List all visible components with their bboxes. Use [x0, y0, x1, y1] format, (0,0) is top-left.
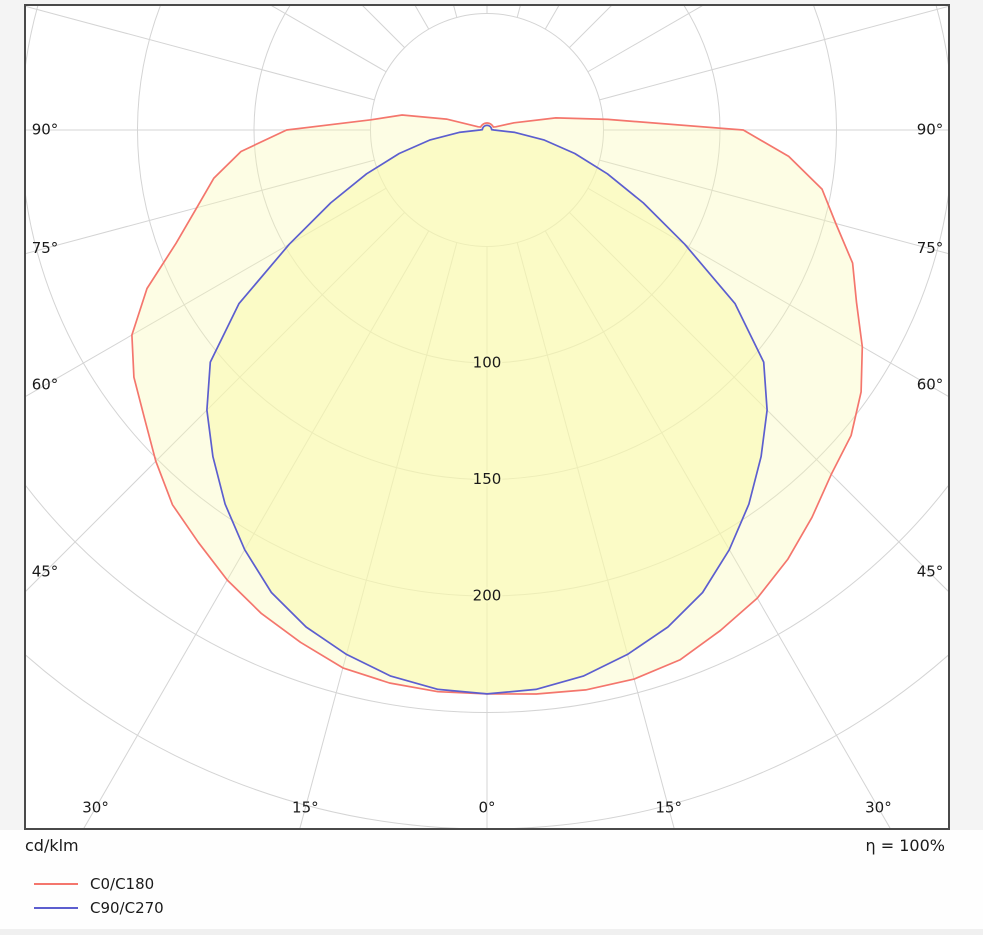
series-c90-c270-fill: [206, 125, 768, 694]
grid-ray: [569, 6, 612, 48]
angle-label-left: 90°: [32, 121, 59, 139]
angle-label-right: 60°: [917, 376, 944, 394]
angle-label-bottom: 0°: [478, 799, 495, 817]
series-c90-c270-line: [206, 124, 768, 695]
grid-ray: [26, 6, 375, 101]
legend-item-c90-c270: C90/C270: [34, 896, 164, 920]
polar-chart-frame: 90° 90° 75° 75° 60° 60° 45° 45° 30° 15° 0° 15° 30° 10…: [24, 4, 950, 830]
grid-ray: [599, 159, 948, 255]
grid-ray: [26, 187, 387, 397]
angle-label-bottom: 15°: [292, 799, 319, 817]
radial-unit-label: cd/klm: [25, 836, 79, 855]
legend-label-c0-c180: C0/C180: [90, 875, 155, 893]
grid-ray: [587, 6, 703, 73]
angle-label-right: 45°: [917, 563, 944, 581]
angle-label-right: 90°: [917, 121, 944, 139]
grid-ray: [599, 6, 948, 101]
angle-label-bottom: 15°: [655, 799, 682, 817]
angle-label-bottom: 30°: [865, 799, 892, 817]
angle-label-left: 60°: [32, 376, 59, 394]
legend: C0/C180 C90/C270: [34, 872, 164, 920]
legend-label-c90-c270: C90/C270: [90, 899, 164, 917]
page-bottom-strip: [0, 929, 983, 935]
grid-ray: [587, 187, 948, 397]
angle-label-bottom: 30°: [82, 799, 109, 817]
radial-tick-label: 150: [473, 470, 502, 488]
radial-tick-label: 100: [473, 354, 502, 372]
polar-intensity-chart: 90° 90° 75° 75° 60° 60° 45° 45° 30° 15° 0° 15° 30° 10…: [26, 6, 948, 828]
grid-circle: [26, 485, 948, 713]
chart-footer: cd/klm η = 100%: [0, 836, 983, 858]
grid-ray: [544, 6, 560, 30]
grid-ray: [26, 159, 375, 255]
c0-c180-line-swatch: [34, 883, 78, 885]
legend-item-c0-c180: C0/C180: [34, 872, 164, 896]
legend-band-background: [0, 830, 983, 929]
grid-ray: [414, 6, 430, 30]
plot-area: 90° 90° 75° 75° 60° 60° 45° 45° 30° 15° 0° 15° 30° 10…: [26, 6, 948, 828]
angle-label-left: 45°: [32, 563, 59, 581]
radial-tick-label: 200: [473, 587, 502, 605]
grid-ray: [271, 6, 387, 73]
grid-ray: [362, 6, 405, 48]
angle-label-left: 75°: [32, 239, 59, 257]
grid-labels: 90° 90° 75° 75° 60° 60° 45° 45° 30° 15° 0° 15° 30° 10…: [32, 121, 944, 817]
efficiency-label: η = 100%: [865, 836, 945, 855]
angle-label-right: 75°: [917, 239, 944, 257]
c90-c270-line-swatch: [34, 907, 78, 909]
